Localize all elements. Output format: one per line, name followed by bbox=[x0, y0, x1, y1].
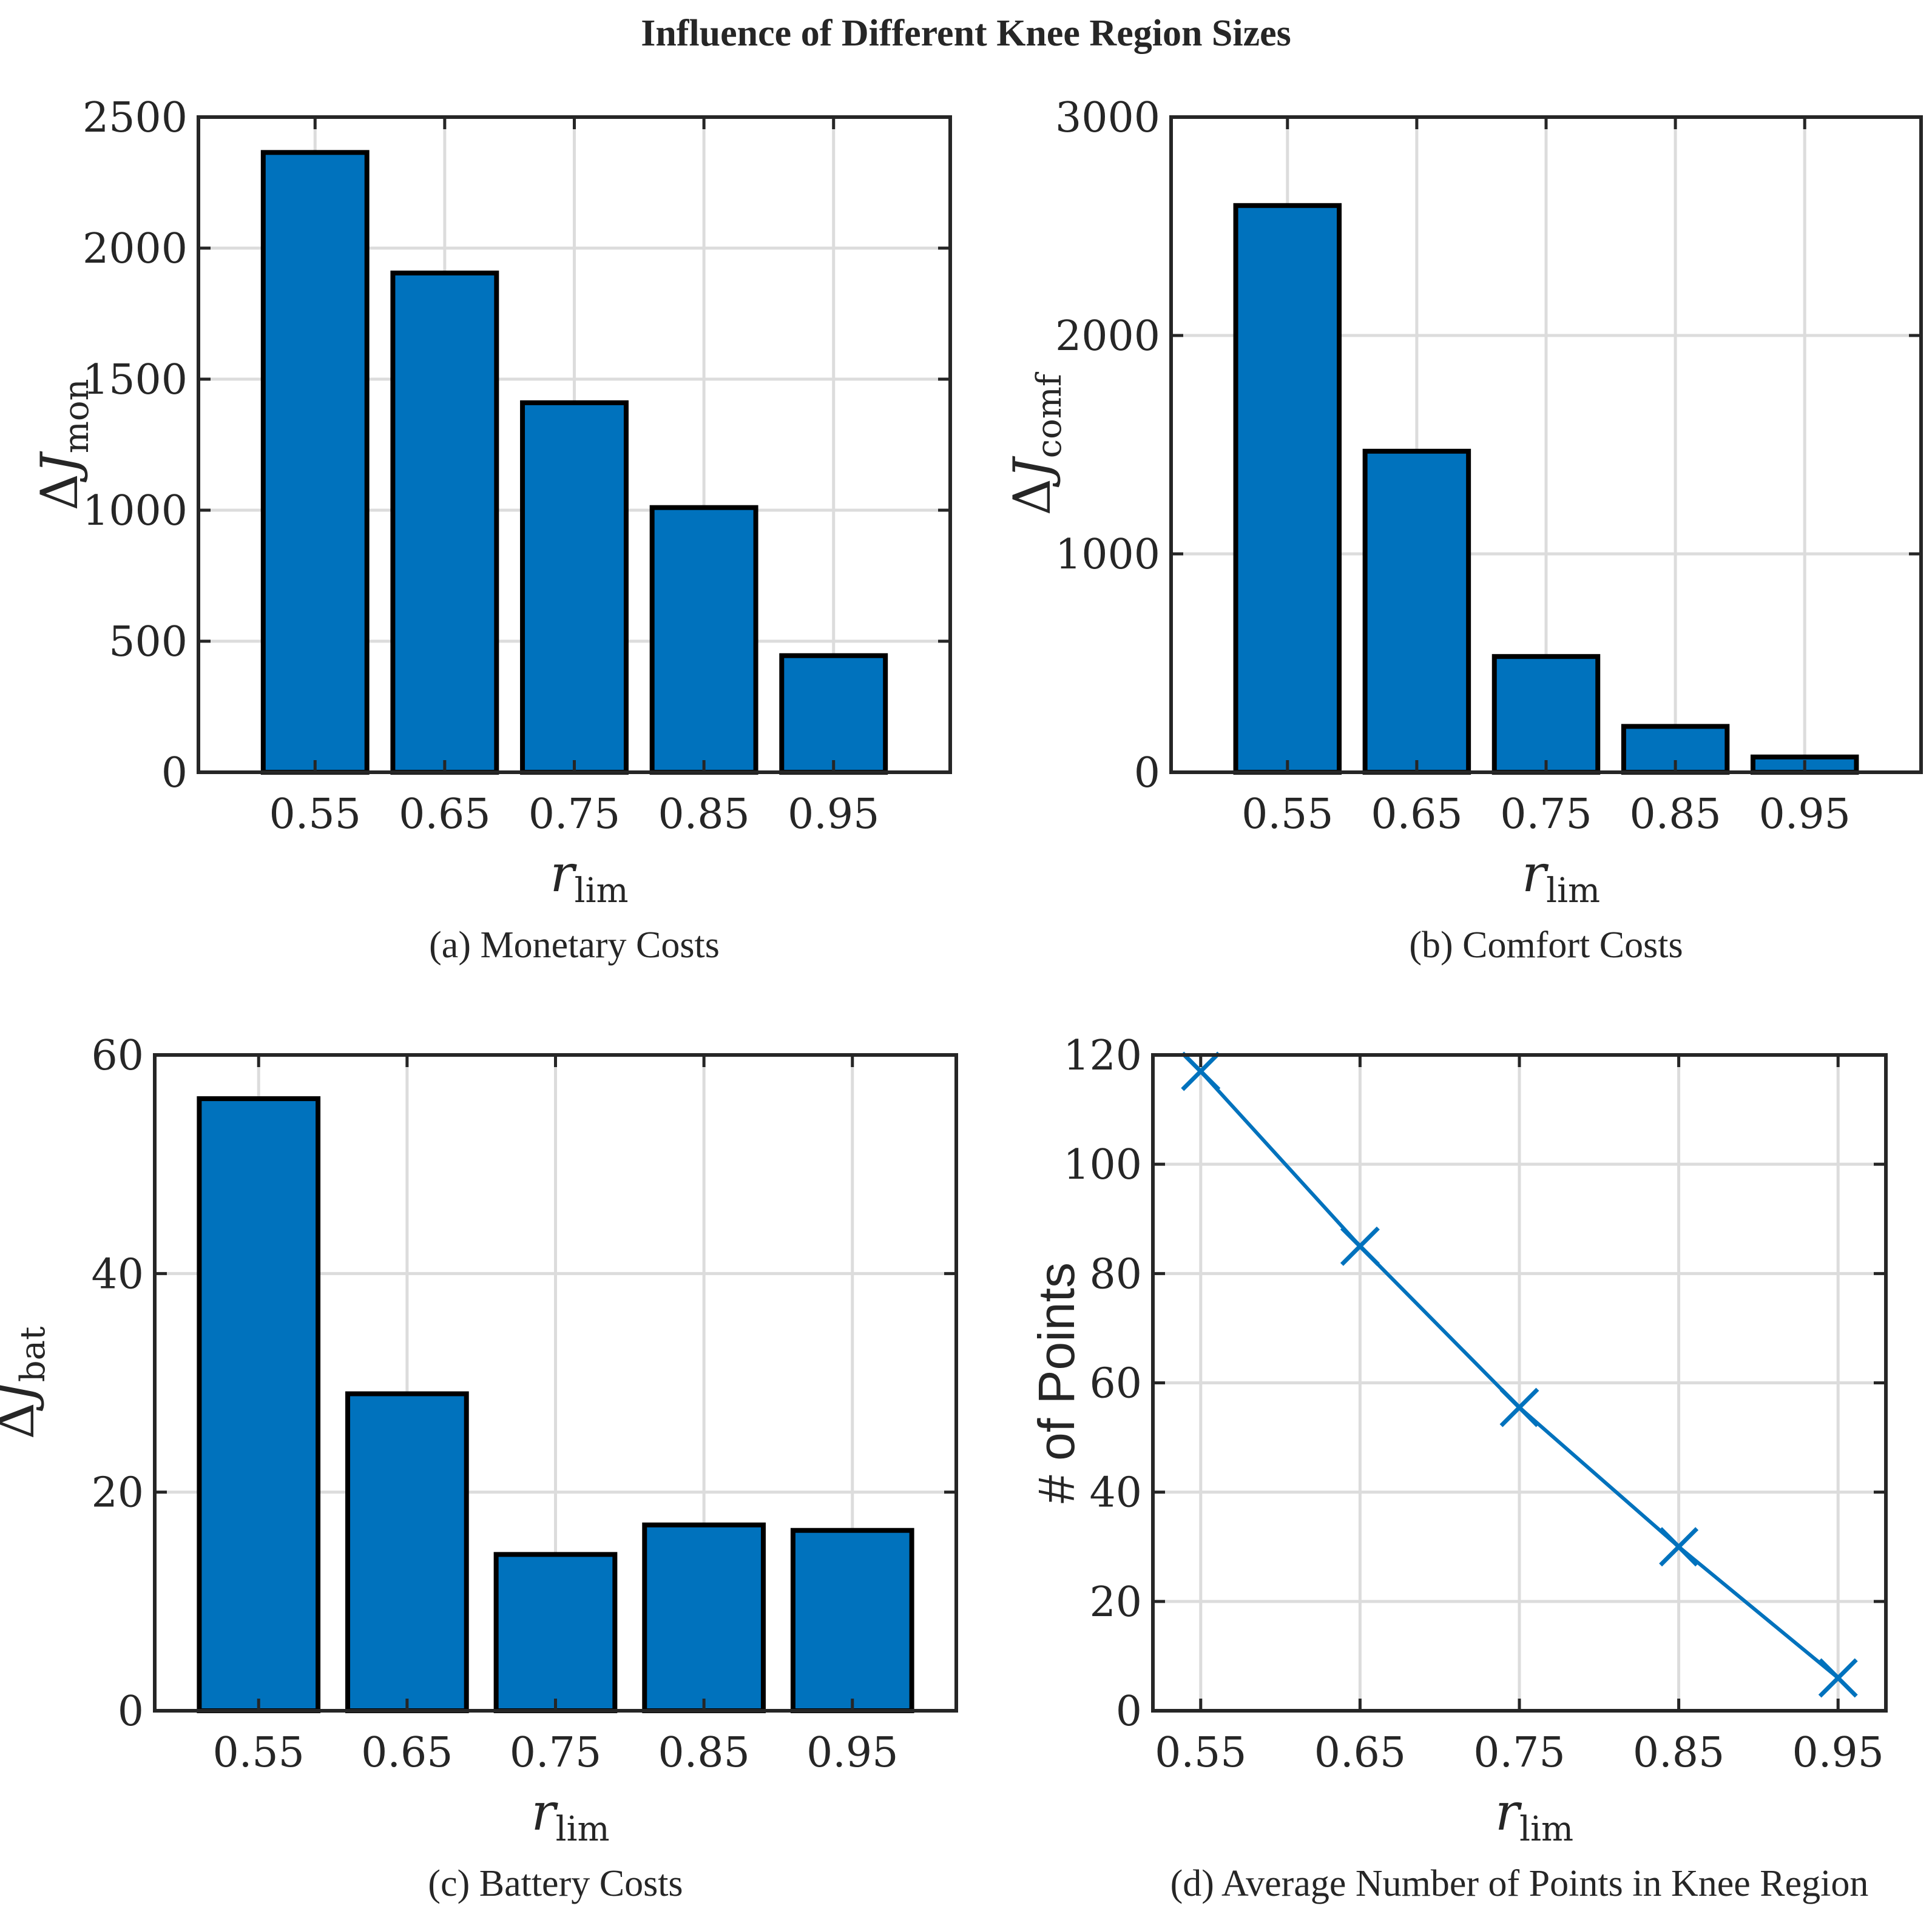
y-tick-label: 20 bbox=[1089, 1578, 1142, 1626]
y-axis-label: ΔJbat bbox=[0, 1326, 53, 1440]
bar-0.65 bbox=[390, 271, 499, 775]
y-tick-label: 20 bbox=[91, 1469, 144, 1517]
x-tick-label: 0.75 bbox=[510, 1729, 601, 1777]
y-axis-label-sub: mon bbox=[57, 379, 96, 453]
chart-knee-points: 0 20 40 60 80 100 120 0.55 0.65 0.75 0.85 0.95 rlim #… bbox=[1028, 1032, 1888, 1904]
y-tick-label: 0 bbox=[1116, 1688, 1142, 1736]
x-tick-label: 0.65 bbox=[1371, 790, 1462, 838]
y-tick-label: 80 bbox=[1089, 1250, 1142, 1298]
x-tick-label: 0.85 bbox=[1633, 1729, 1724, 1777]
chart-caption: (c) Battery Costs bbox=[428, 1863, 683, 1904]
x-tick-label: 0.65 bbox=[399, 790, 490, 838]
bar-0.75 bbox=[493, 1552, 618, 1713]
y-tick-label: 60 bbox=[91, 1032, 144, 1080]
x-axis-label: rlim bbox=[532, 1782, 610, 1849]
x-tick-label: 0.95 bbox=[806, 1729, 898, 1777]
chart-comfort-costs: 0 1000 2000 3000 0.55 0.65 0.75 0.85 0.95 rlim ΔJc… bbox=[1002, 94, 1923, 966]
bar-0.55 bbox=[260, 150, 370, 775]
x-tick-label: 0.75 bbox=[1473, 1729, 1565, 1777]
bar-0.75 bbox=[1491, 654, 1601, 775]
y-axis-label: ΔJmon bbox=[30, 379, 96, 510]
x-tick-label: 0.95 bbox=[1792, 1729, 1884, 1777]
y-axis-label: # of Points bbox=[1028, 1262, 1085, 1503]
y-tick-label: 2000 bbox=[1055, 312, 1160, 360]
y-axis-label: ΔJcomf bbox=[1002, 371, 1069, 516]
y-axis-label-sub: bat bbox=[13, 1326, 53, 1382]
point-marker-0.85 bbox=[1659, 1527, 1699, 1567]
x-tick-label: 0.85 bbox=[658, 790, 749, 838]
x-tick-label: 0.95 bbox=[788, 790, 879, 838]
chart-caption: (b) Comfort Costs bbox=[1409, 925, 1683, 966]
x-tick-label: 0.65 bbox=[361, 1729, 453, 1777]
bar-0.65 bbox=[1362, 448, 1471, 775]
y-axis-label-delta: Δ bbox=[0, 1403, 46, 1440]
x-axis-label: rlim bbox=[1495, 1782, 1573, 1849]
y-tick-label: 40 bbox=[1089, 1469, 1142, 1517]
marker-stroke bbox=[1181, 1051, 1221, 1091]
bar-0.55 bbox=[197, 1096, 321, 1713]
y-tick-label: 100 bbox=[1063, 1141, 1142, 1189]
x-axis-label-sub: lim bbox=[1546, 871, 1600, 911]
x-axis-label-sub: lim bbox=[1519, 1810, 1573, 1849]
x-tick-label: 0.55 bbox=[269, 790, 361, 838]
figure-title: Influence of Different Knee Region Sizes bbox=[641, 13, 1291, 54]
bar-0.85 bbox=[642, 1522, 766, 1713]
point-marker-0.65 bbox=[1340, 1226, 1380, 1266]
x-tick-label: 0.75 bbox=[1500, 790, 1592, 838]
x-axis-label-main: r bbox=[1495, 1782, 1522, 1842]
point-marker-0.75 bbox=[1499, 1387, 1539, 1427]
y-tick-label: 60 bbox=[1089, 1360, 1142, 1408]
x-tick-label: 0.65 bbox=[1314, 1729, 1406, 1777]
chart-caption: (a) Monetary Costs bbox=[429, 925, 720, 966]
y-tick-label: 1500 bbox=[83, 356, 187, 404]
chart-battery-costs: 0 20 40 60 0.55 0.65 0.75 0.85 0.95 rlim ΔJbat (c) … bbox=[0, 1032, 958, 1904]
bar-0.55 bbox=[1233, 203, 1342, 775]
x-tick-label: 0.55 bbox=[213, 1729, 305, 1777]
x-tick-label: 0.85 bbox=[1629, 790, 1721, 838]
y-tick-label: 2500 bbox=[83, 94, 187, 142]
chart-monetary-costs: 0 500 1000 1500 2000 2500 0.55 0.65 0.75 0.85 0.95… bbox=[30, 94, 952, 966]
marker-stroke bbox=[1818, 1658, 1858, 1698]
y-tick-label: 2000 bbox=[83, 225, 187, 273]
y-tick-label: 0 bbox=[1134, 749, 1160, 797]
x-axis-label: rlim bbox=[1522, 844, 1600, 911]
y-tick-label: 3000 bbox=[1055, 94, 1160, 142]
bar-0.95 bbox=[790, 1528, 914, 1714]
x-axis-label-main: r bbox=[532, 1782, 559, 1842]
x-tick-label: 0.55 bbox=[1155, 1729, 1246, 1777]
x-axis-label-sub: lim bbox=[575, 871, 629, 911]
y-tick-label: 40 bbox=[91, 1250, 144, 1298]
y-tick-label: 0 bbox=[118, 1688, 144, 1736]
x-tick-label: 0.55 bbox=[1241, 790, 1333, 838]
x-tick-label: 0.95 bbox=[1759, 790, 1851, 838]
y-tick-label: 1000 bbox=[83, 487, 187, 535]
y-axis-label-delta: Δ bbox=[1002, 479, 1062, 516]
y-tick-label: 120 bbox=[1063, 1032, 1142, 1080]
x-axis-label-main: r bbox=[1522, 844, 1549, 903]
y-tick-label: 1000 bbox=[1055, 531, 1160, 579]
y-tick-label: 0 bbox=[161, 749, 187, 797]
bar-0.85 bbox=[649, 505, 758, 775]
point-marker-0.55 bbox=[1181, 1051, 1221, 1091]
y-axis-label-delta: Δ bbox=[30, 474, 89, 511]
x-tick-label: 0.75 bbox=[529, 790, 620, 838]
bar-0.65 bbox=[345, 1391, 469, 1713]
marker-stroke bbox=[1659, 1527, 1699, 1567]
marker-stroke bbox=[1340, 1226, 1380, 1266]
bar-0.95 bbox=[779, 653, 888, 775]
x-axis-label-sub: lim bbox=[556, 1810, 610, 1849]
chart-caption: (d) Average Number of Points in Knee Reg… bbox=[1170, 1863, 1869, 1904]
point-marker-0.95 bbox=[1818, 1658, 1858, 1698]
marker-stroke bbox=[1499, 1387, 1539, 1427]
y-axis-label-sub: comf bbox=[1030, 371, 1069, 458]
x-axis-label-main: r bbox=[550, 844, 578, 903]
x-axis-label: rlim bbox=[550, 844, 629, 911]
bar-0.75 bbox=[520, 400, 629, 775]
y-tick-label: 500 bbox=[109, 618, 187, 666]
x-tick-label: 0.85 bbox=[658, 1729, 749, 1777]
